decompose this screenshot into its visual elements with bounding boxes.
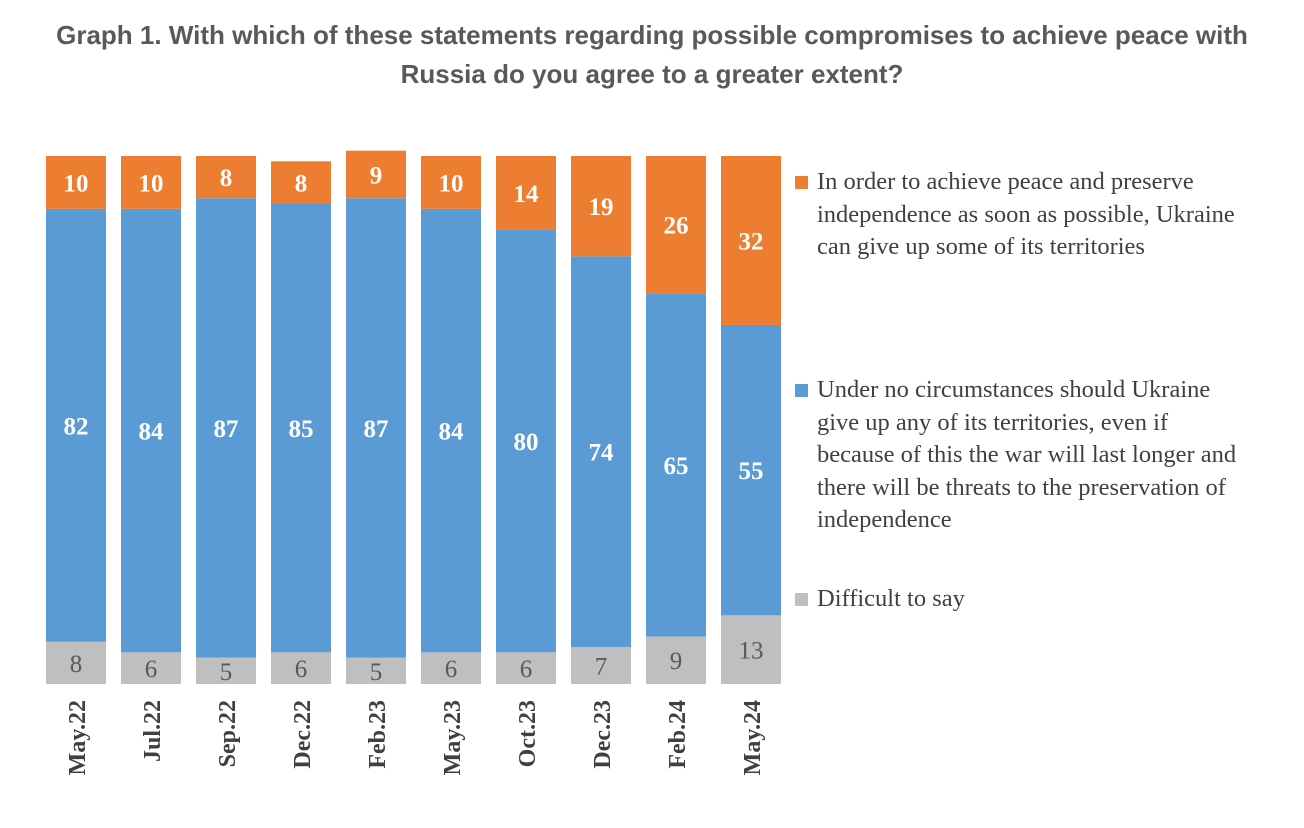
data-label-no-concession-jul-22: 84: [139, 419, 165, 446]
data-label-no-concession-dec-23: 74: [589, 440, 615, 467]
bar-difficult-to-say-feb-24: [646, 636, 706, 684]
x-tick-label-dec-22: Dec.22: [290, 700, 316, 769]
bar-difficult-to-say-sep-22: [196, 657, 256, 684]
bar-territory-concession-feb-24: [646, 156, 706, 294]
bar-no-concession-dec-22: [271, 203, 331, 653]
data-label-territory-concession-feb-23: 9: [370, 162, 383, 189]
legend-swatch-territory-concession: [795, 176, 808, 189]
bar-no-concession-dec-23: [571, 256, 631, 648]
data-label-territory-concession-feb-24: 26: [664, 213, 689, 240]
bar-no-concession-jul-22: [121, 208, 181, 653]
data-label-territory-concession-oct-23: 14: [514, 181, 540, 208]
data-label-no-concession-may-24: 55: [739, 458, 764, 485]
data-label-difficult-to-say-may-23: 6: [445, 656, 458, 683]
bar-territory-concession-may-23: [421, 156, 481, 209]
bar-difficult-to-say-may-24: [721, 615, 781, 684]
bar-no-concession-may-23: [421, 208, 481, 653]
data-label-difficult-to-say-may-24: 13: [739, 638, 764, 665]
x-tick-label-feb-24: Feb.24: [665, 700, 691, 769]
data-label-no-concession-feb-24: 65: [664, 453, 689, 480]
data-label-no-concession-may-22: 82: [64, 413, 89, 440]
data-label-no-concession-sep-22: 87: [214, 416, 239, 443]
legend-label-no-concession: Under no circumstances should Ukraine gi…: [817, 376, 1237, 533]
bar-difficult-to-say-may-23: [421, 652, 481, 684]
bar-territory-concession-may-22: [46, 156, 106, 209]
bar-difficult-to-say-feb-23: [346, 657, 406, 684]
data-label-difficult-to-say-feb-24: 9: [670, 648, 683, 675]
bar-difficult-to-say-dec-23: [571, 647, 631, 684]
legend-swatch-no-concession: [795, 384, 808, 397]
bar-difficult-to-say-dec-22: [271, 652, 331, 684]
data-label-no-concession-dec-22: 85: [289, 416, 314, 443]
bar-difficult-to-say-may-22: [46, 641, 106, 684]
data-label-territory-concession-may-23: 10: [439, 170, 464, 197]
bar-no-concession-feb-23: [346, 198, 406, 658]
data-label-no-concession-may-23: 84: [439, 419, 465, 446]
data-label-difficult-to-say-may-22: 8: [70, 651, 83, 678]
data-label-territory-concession-dec-22: 8: [295, 170, 308, 197]
chart-title: Graph 1. With which of these statements …: [56, 20, 1248, 89]
x-tick-label-jul-22: Jul.22: [140, 700, 166, 762]
x-tick-label-may-22: May.22: [65, 700, 91, 775]
x-tick-label-may-24: May.24: [740, 700, 766, 775]
data-label-territory-concession-may-22: 10: [64, 170, 89, 197]
bar-territory-concession-sep-22: [196, 156, 256, 199]
data-label-territory-concession-sep-22: 8: [220, 165, 233, 192]
data-label-territory-concession-may-24: 32: [739, 228, 764, 255]
data-label-difficult-to-say-feb-23: 5: [370, 659, 383, 686]
bar-no-concession-may-22: [46, 208, 106, 642]
x-tick-label-feb-23: Feb.23: [365, 700, 391, 769]
bar-no-concession-oct-23: [496, 229, 556, 653]
legend-label-difficult-to-say: Difficult to say: [817, 585, 965, 612]
bar-territory-concession-may-24: [721, 156, 781, 325]
x-tick-label-may-23: May.23: [440, 700, 466, 775]
data-label-difficult-to-say-jul-22: 6: [145, 656, 158, 683]
data-label-no-concession-oct-23: 80: [514, 429, 539, 456]
data-label-difficult-to-say-oct-23: 6: [520, 656, 533, 683]
bar-territory-concession-oct-23: [496, 156, 556, 230]
bar-difficult-to-say-jul-22: [121, 652, 181, 684]
bar-territory-concession-dec-22: [271, 161, 331, 204]
x-tick-label-sep-22: Sep.22: [215, 700, 241, 767]
bar-territory-concession-feb-23: [346, 150, 406, 199]
data-label-difficult-to-say-sep-22: 5: [220, 659, 233, 686]
bar-no-concession-may-24: [721, 324, 781, 616]
bar-no-concession-sep-22: [196, 198, 256, 658]
bar-territory-concession-jul-22: [121, 156, 181, 209]
legend-swatch-difficult-to-say: [795, 593, 808, 606]
bar-no-concession-feb-24: [646, 293, 706, 637]
data-label-no-concession-feb-23: 87: [364, 416, 389, 443]
legend-label-territory-concession: In order to achieve peace and preserve i…: [817, 168, 1235, 260]
x-tick-label-dec-23: Dec.23: [590, 700, 616, 769]
data-label-territory-concession-jul-22: 10: [139, 170, 164, 197]
bar-difficult-to-say-oct-23: [496, 652, 556, 684]
x-tick-label-oct-23: Oct.23: [515, 700, 541, 767]
data-label-difficult-to-say-dec-23: 7: [595, 654, 608, 681]
data-label-territory-concession-dec-23: 19: [589, 194, 614, 221]
data-label-difficult-to-say-dec-22: 6: [295, 656, 308, 683]
bar-territory-concession-dec-23: [571, 156, 631, 257]
